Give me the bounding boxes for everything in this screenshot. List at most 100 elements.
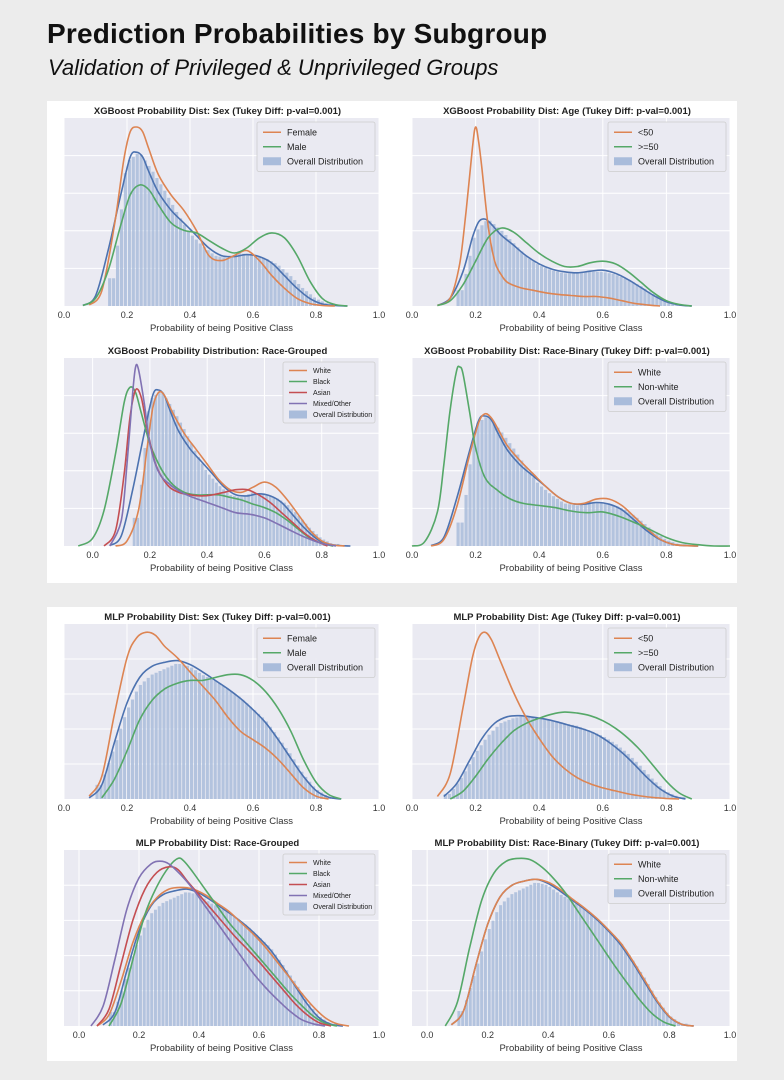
histogram-bar bbox=[167, 197, 171, 306]
histogram-bar bbox=[304, 291, 309, 306]
histogram-bar bbox=[210, 253, 214, 306]
histogram-bar bbox=[567, 724, 571, 799]
x-tick-label: 0.2 bbox=[469, 803, 482, 813]
x-tick-label: 0.2 bbox=[469, 310, 482, 320]
histogram-bar bbox=[567, 898, 571, 1026]
legend-label: Overall Distribution bbox=[638, 156, 714, 166]
histogram-bar bbox=[119, 209, 124, 306]
histogram-bar bbox=[319, 792, 324, 799]
histogram-bar bbox=[277, 959, 281, 1026]
x-tick-label: 0.6 bbox=[253, 1030, 266, 1040]
histogram-bar bbox=[163, 190, 167, 306]
x-tick-label: 1.0 bbox=[724, 310, 737, 320]
x-tick-label: 1.0 bbox=[373, 1030, 386, 1040]
histogram-bar bbox=[292, 759, 296, 799]
legend-label: White bbox=[313, 368, 331, 375]
legend-box bbox=[607, 361, 727, 412]
histogram-bar bbox=[595, 271, 599, 306]
histogram-bar bbox=[643, 288, 647, 306]
histogram-bar bbox=[209, 678, 213, 799]
histogram-bar bbox=[630, 757, 634, 799]
histogram-bar bbox=[138, 684, 142, 799]
histogram-bar bbox=[634, 761, 638, 799]
histogram-bar bbox=[218, 486, 222, 546]
histogram-bar bbox=[524, 255, 528, 306]
legend-label: <50 bbox=[638, 633, 653, 643]
histogram-bar bbox=[567, 504, 571, 546]
histogram-bar bbox=[579, 272, 583, 306]
histogram-bar bbox=[559, 272, 564, 306]
histogram-bar bbox=[531, 717, 535, 799]
x-tick-label: 1.0 bbox=[373, 310, 386, 320]
x-tick-label: 0.6 bbox=[597, 310, 610, 320]
histogram-bar bbox=[578, 727, 583, 799]
histogram-bar bbox=[535, 717, 539, 799]
density-line bbox=[96, 865, 332, 1027]
histogram-bar bbox=[191, 893, 195, 1026]
histogram-bar bbox=[615, 506, 619, 546]
histogram-bar bbox=[178, 218, 183, 306]
x-tick-label: 0.0 bbox=[406, 310, 419, 320]
histogram-bar bbox=[464, 273, 468, 306]
histogram-bar bbox=[241, 699, 245, 799]
histogram-bar bbox=[605, 928, 609, 1026]
histogram-bar bbox=[139, 484, 143, 546]
histogram-bar bbox=[290, 508, 294, 546]
histogram-bar bbox=[654, 782, 658, 799]
histogram-bar bbox=[597, 920, 601, 1026]
histogram-bar bbox=[257, 256, 261, 306]
histogram-bar bbox=[222, 257, 226, 306]
histogram-bar bbox=[459, 777, 463, 799]
histogram-bar bbox=[132, 517, 136, 546]
histogram-bar bbox=[619, 508, 623, 546]
histogram-bar bbox=[139, 154, 143, 306]
chart-svg: XGBoost Probability Dist: Sex (Tukey Dif… bbox=[58, 106, 386, 334]
legend-label: Black bbox=[313, 871, 331, 878]
histogram-bar bbox=[150, 674, 154, 799]
histogram-bar bbox=[158, 670, 162, 799]
histogram-bar bbox=[555, 498, 560, 546]
histogram-bar bbox=[276, 737, 280, 799]
histogram-bar bbox=[308, 781, 312, 799]
histogram-bar bbox=[480, 225, 484, 306]
histogram-bar bbox=[567, 273, 571, 306]
x-axis-label: Probability of being Positive Class bbox=[150, 816, 293, 827]
x-tick-label: 0.2 bbox=[121, 310, 134, 320]
x-tick-label: 0.2 bbox=[481, 1030, 494, 1040]
histogram-bar bbox=[315, 1013, 319, 1026]
histogram-bar bbox=[250, 492, 254, 546]
legend-box bbox=[282, 361, 376, 424]
histogram-bar bbox=[651, 530, 655, 546]
histogram-bar bbox=[120, 990, 124, 1026]
histogram-bar bbox=[512, 448, 516, 546]
x-tick-label: 0.4 bbox=[542, 1030, 555, 1040]
histogram-bar bbox=[499, 905, 503, 1026]
histogram-bar bbox=[261, 494, 265, 546]
legend-label: Asian bbox=[313, 882, 331, 889]
histogram-bar bbox=[627, 955, 631, 1026]
histogram-bar bbox=[655, 296, 659, 306]
histogram-bar bbox=[639, 286, 643, 306]
histogram-bar bbox=[210, 903, 214, 1026]
x-tick-label: 0.8 bbox=[310, 803, 323, 813]
histogram-bar bbox=[659, 536, 663, 546]
histogram-bar bbox=[217, 907, 221, 1026]
x-tick-label: 0.4 bbox=[533, 803, 546, 813]
histogram-bar bbox=[631, 282, 635, 306]
histogram-bar bbox=[215, 482, 218, 546]
histogram-bar bbox=[151, 171, 155, 306]
histogram-bar bbox=[182, 224, 187, 306]
histogram-bar bbox=[598, 735, 602, 799]
histogram-bar bbox=[460, 290, 464, 306]
histogram-bar bbox=[476, 229, 480, 306]
legend-swatch bbox=[263, 663, 281, 672]
histogram-bar bbox=[647, 291, 651, 306]
legend-label: Non-white bbox=[638, 382, 679, 392]
histogram-bar bbox=[491, 920, 495, 1026]
histogram-bar bbox=[161, 392, 165, 546]
histogram-bar bbox=[611, 505, 615, 546]
histogram-bar bbox=[521, 888, 525, 1026]
histogram-bar bbox=[539, 486, 544, 546]
histogram-bar bbox=[127, 967, 131, 1026]
histogram-bar bbox=[599, 271, 603, 306]
